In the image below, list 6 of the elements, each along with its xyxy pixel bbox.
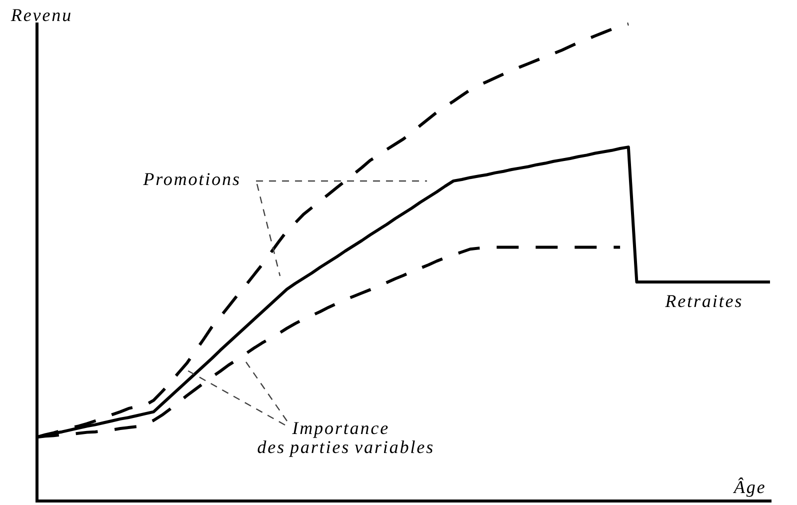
annotation: Promotions bbox=[143, 173, 239, 186]
x-axis-title: Âge bbox=[732, 478, 764, 497]
annotation: des parties variables bbox=[258, 440, 433, 457]
annotation: Retraites bbox=[665, 295, 742, 308]
annotation: Importance bbox=[292, 422, 388, 438]
y-axis-title: Revenu bbox=[10, 9, 70, 22]
